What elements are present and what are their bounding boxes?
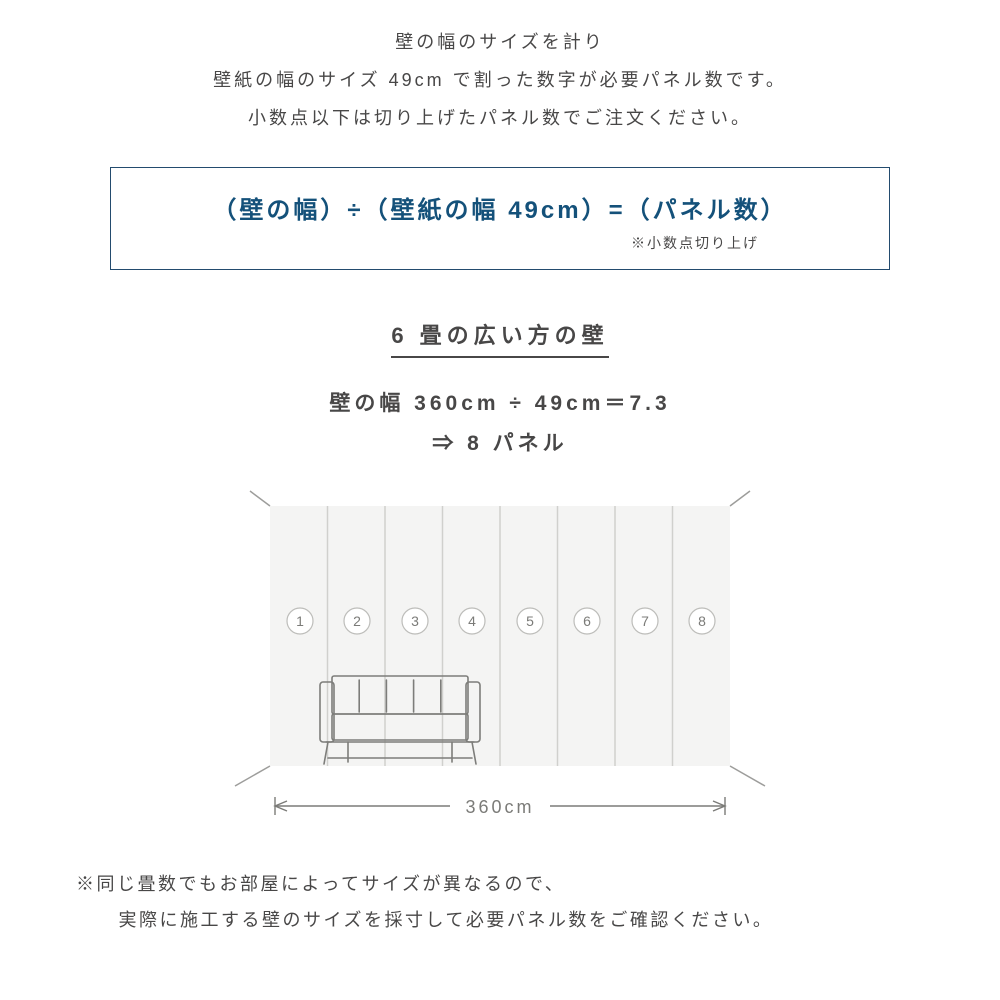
wall-diagram: 1 2 3 4 5 6 7 8 360cm [0,476,1000,846]
svg-text:5: 5 [526,613,534,629]
svg-text:8: 8 [698,613,706,629]
calc-line: 壁の幅 360cm ÷ 49cm＝7.3 [0,384,1000,424]
formula-text: （壁の幅）÷（壁紙の幅 49cm）=（パネル数） [141,190,859,225]
intro-line: 壁紙の幅のサイズ 49cm で割った数字が必要パネル数です。 [0,62,1000,100]
svg-text:2: 2 [353,613,361,629]
calc-line: ⇒ 8 パネル [0,424,1000,464]
svg-text:7: 7 [641,613,649,629]
svg-text:1: 1 [296,613,304,629]
intro-line: 壁の幅のサイズを計り [0,24,1000,62]
formula-box: （壁の幅）÷（壁紙の幅 49cm）=（パネル数） ※小数点切り上げ [110,167,890,270]
svg-text:6: 6 [583,613,591,629]
footnote: ※同じ畳数でもお部屋によってサイズが異なるので、 実際に施工する壁のサイズを採寸… [0,866,1000,938]
calculation-text: 壁の幅 360cm ÷ 49cm＝7.3 ⇒ 8 パネル [0,384,1000,464]
formula-note: ※小数点切り上げ [141,233,859,253]
svg-text:360cm: 360cm [465,797,534,817]
svg-text:4: 4 [468,613,476,629]
intro-line: 小数点以下は切り上げたパネル数でご注文ください。 [0,100,1000,138]
svg-text:3: 3 [411,613,419,629]
section-title: 6 畳の広い方の壁 [391,318,608,358]
intro-text: 壁の幅のサイズを計り 壁紙の幅のサイズ 49cm で割った数字が必要パネル数です… [0,24,1000,137]
